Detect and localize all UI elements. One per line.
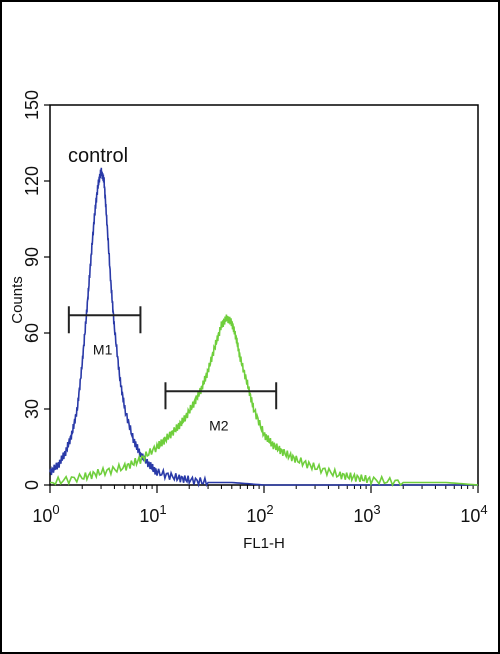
y-axis-title: Counts bbox=[9, 276, 26, 324]
x-tick-label-1000: 103 bbox=[353, 502, 380, 526]
gate-label-M2: M2 bbox=[209, 417, 229, 433]
y-tick-label-0: 0 bbox=[22, 480, 42, 490]
x-axis-title: FL1-H bbox=[243, 535, 285, 552]
x-tick-label-10000: 104 bbox=[460, 502, 487, 526]
y-tick-label-30: 30 bbox=[22, 399, 42, 419]
gate-label-M1: M1 bbox=[93, 341, 113, 357]
y-tick-label-90: 90 bbox=[22, 247, 42, 267]
series-line-1 bbox=[49, 314, 479, 487]
y-tick-label-150: 150 bbox=[22, 90, 42, 120]
series-line-0 bbox=[49, 167, 478, 488]
x-tick-label-1: 100 bbox=[32, 502, 59, 526]
y-tick-label-120: 120 bbox=[22, 166, 42, 196]
y-tick-label-60: 60 bbox=[22, 323, 42, 343]
x-tick-label-10: 101 bbox=[139, 502, 166, 526]
annotation-control: control bbox=[68, 145, 128, 167]
x-tick-label-100: 102 bbox=[246, 502, 273, 526]
